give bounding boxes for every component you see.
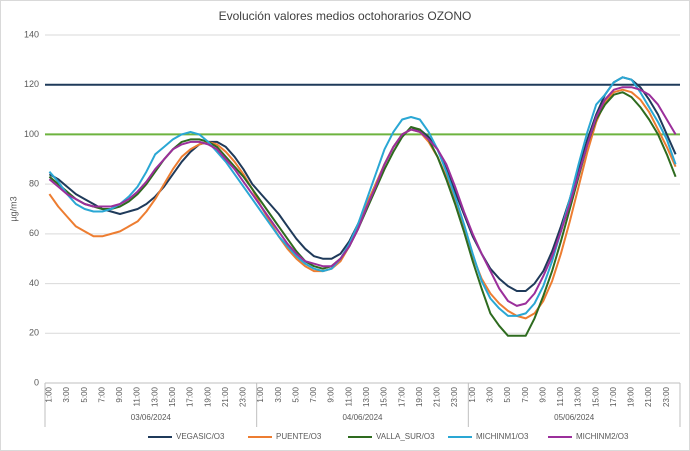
- x-tick-label: 7:00: [521, 386, 530, 402]
- x-tick-label: 9:00: [115, 386, 124, 402]
- x-tick-label: 15:00: [591, 386, 600, 407]
- group-label: 03/06/2024: [131, 413, 172, 422]
- x-tick-label: 1:00: [256, 386, 265, 402]
- group-label: 05/06/2024: [554, 413, 595, 422]
- x-tick-label: 3:00: [62, 386, 71, 402]
- x-tick-label: 1:00: [468, 386, 477, 402]
- x-tick-label: 7:00: [309, 386, 318, 402]
- x-tick-label: 17:00: [186, 386, 195, 407]
- x-tick-label: 7:00: [97, 386, 106, 402]
- y-tick-label: 100: [24, 129, 39, 139]
- x-tick-label: 13:00: [362, 386, 371, 407]
- y-tick-label: 60: [29, 228, 39, 238]
- y-tick-label: 20: [29, 328, 39, 338]
- x-tick-label: 5:00: [80, 386, 89, 402]
- x-tick-label: 23:00: [662, 386, 671, 407]
- y-tick-label: 120: [24, 79, 39, 89]
- x-tick-label: 21:00: [221, 386, 230, 407]
- legend-label: VEGASIC/O3: [176, 432, 225, 441]
- y-tick-label: 140: [24, 29, 39, 39]
- x-tick-label: 13:00: [574, 386, 583, 407]
- y-axis-label: µg/m3: [8, 196, 18, 221]
- legend-label: VALLA_SUR/O3: [376, 432, 435, 441]
- x-tick-label: 21:00: [644, 386, 653, 407]
- x-tick-label: 5:00: [291, 386, 300, 402]
- x-tick-label: 11:00: [344, 386, 353, 406]
- series-line: [48, 76, 677, 317]
- x-tick-label: 5:00: [503, 386, 512, 402]
- y-tick-label: 0: [34, 377, 39, 387]
- x-tick-label: 9:00: [538, 386, 547, 402]
- x-tick-label: 15:00: [168, 386, 177, 407]
- chart-title: Evolución valores medios octohorarios OZ…: [219, 9, 472, 23]
- x-tick-label: 19:00: [203, 386, 212, 407]
- x-tick-label: 21:00: [433, 386, 442, 407]
- legend-label: PUENTE/O3: [276, 432, 322, 441]
- x-tick-label: 3:00: [485, 386, 494, 402]
- x-tick-label: 19:00: [415, 386, 424, 407]
- x-tick-label: 17:00: [609, 386, 618, 407]
- legend-label: MICHINM2/O3: [576, 432, 629, 441]
- x-tick-label: 3:00: [274, 386, 283, 402]
- group-label: 04/06/2024: [342, 413, 383, 422]
- x-tick-label: 13:00: [150, 386, 159, 407]
- x-tick-label: 9:00: [327, 386, 336, 402]
- y-tick-label: 40: [29, 278, 39, 288]
- series-line: [48, 86, 677, 307]
- x-tick-label: 19:00: [627, 386, 636, 407]
- x-tick-label: 23:00: [450, 386, 459, 407]
- x-tick-label: 23:00: [239, 386, 248, 407]
- x-tick-label: 11:00: [556, 386, 565, 406]
- x-tick-label: 11:00: [133, 386, 142, 406]
- y-tick-label: 80: [29, 179, 39, 189]
- x-tick-label: 17:00: [397, 386, 406, 407]
- x-tick-label: 1:00: [45, 386, 54, 402]
- legend-label: MICHINM1/O3: [476, 432, 529, 441]
- x-tick-label: 15:00: [380, 386, 389, 407]
